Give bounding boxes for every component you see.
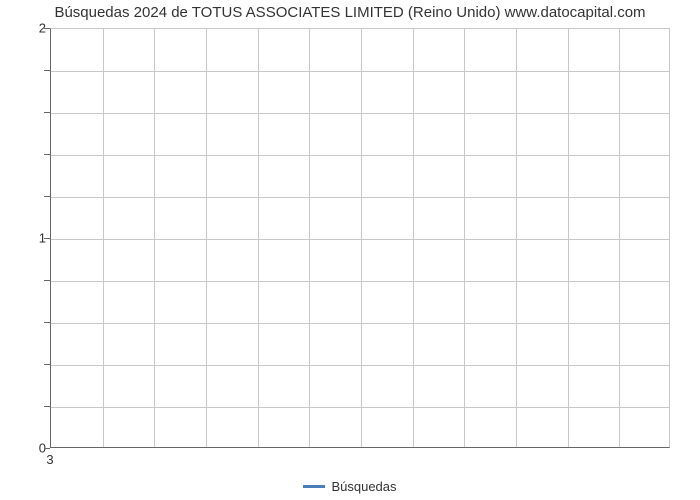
gridline-vertical <box>361 29 362 447</box>
y-minor-tick <box>44 70 50 71</box>
legend-label: Búsquedas <box>331 479 396 494</box>
gridline-horizontal <box>51 407 669 408</box>
gridline-vertical <box>413 29 414 447</box>
gridline-horizontal <box>51 155 669 156</box>
legend-line-icon <box>303 485 325 488</box>
chart-title: Búsquedas 2024 de TOTUS ASSOCIATES LIMIT… <box>0 4 700 21</box>
y-minor-tick <box>44 28 50 29</box>
y-minor-tick <box>44 448 50 449</box>
y-minor-tick <box>44 280 50 281</box>
gridline-horizontal <box>51 323 669 324</box>
y-minor-tick <box>44 322 50 323</box>
gridline-vertical <box>206 29 207 447</box>
gridline-vertical <box>464 29 465 447</box>
y-minor-tick <box>44 238 50 239</box>
gridline-horizontal <box>51 71 669 72</box>
x-tick-label: 3 <box>46 452 53 467</box>
y-tick-label: 0 <box>20 441 46 456</box>
gridline-horizontal <box>51 239 669 240</box>
gridline-horizontal <box>51 113 669 114</box>
gridline-vertical <box>154 29 155 447</box>
y-tick-label: 1 <box>20 231 46 246</box>
gridline-horizontal <box>51 197 669 198</box>
gridline-vertical <box>516 29 517 447</box>
gridline-vertical <box>619 29 620 447</box>
y-minor-tick <box>44 196 50 197</box>
gridline-horizontal <box>51 365 669 366</box>
gridline-horizontal <box>51 281 669 282</box>
y-minor-tick <box>44 154 50 155</box>
gridline-vertical <box>309 29 310 447</box>
y-minor-tick <box>44 112 50 113</box>
y-minor-tick <box>44 364 50 365</box>
gridline-vertical <box>568 29 569 447</box>
y-minor-tick <box>44 406 50 407</box>
legend: Búsquedas <box>0 479 700 494</box>
gridline-vertical <box>258 29 259 447</box>
plot-area <box>50 28 670 448</box>
y-tick-label: 2 <box>20 21 46 36</box>
gridline-vertical <box>103 29 104 447</box>
